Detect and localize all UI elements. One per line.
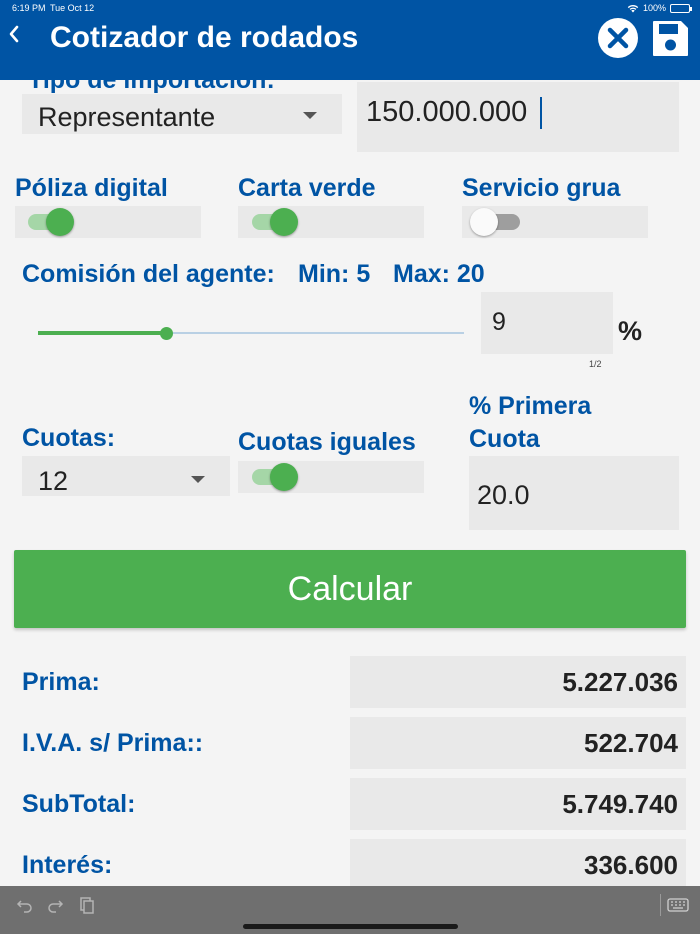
result-value-iva: 522.704 bbox=[350, 717, 686, 769]
carta-verde-toggle[interactable] bbox=[240, 206, 298, 238]
commission-min: Min: 5 bbox=[298, 260, 371, 288]
status-date: Tue Oct 12 bbox=[50, 3, 95, 13]
result-label-iva: I.V.A. s/ Prima:: bbox=[22, 729, 204, 757]
slider-fill bbox=[38, 331, 166, 335]
commission-slider[interactable] bbox=[38, 327, 464, 340]
toggle-label-grua: Servicio grua bbox=[462, 174, 621, 202]
toolbar-divider bbox=[660, 894, 661, 916]
text-cursor bbox=[540, 97, 542, 129]
commission-label: Comisión del agente: bbox=[22, 260, 275, 288]
battery-icon bbox=[670, 3, 692, 13]
chevron-down-icon bbox=[303, 112, 317, 119]
chevron-left-icon bbox=[9, 25, 19, 43]
slider-track bbox=[38, 332, 464, 334]
installments-label: Cuotas: bbox=[22, 424, 116, 452]
nav-bar: Cotizador de rodados bbox=[0, 16, 700, 80]
toggle-label-carta: Carta verde bbox=[238, 174, 376, 202]
toggle-label-poliza: Póliza digital bbox=[15, 174, 168, 202]
poliza-digital-toggle[interactable] bbox=[16, 206, 74, 238]
home-indicator[interactable] bbox=[243, 924, 458, 929]
equal-installments-toggle[interactable] bbox=[240, 461, 298, 493]
undo-icon[interactable] bbox=[16, 896, 34, 919]
quote-form: Tipo de importación: Representante 150.0… bbox=[0, 80, 700, 886]
first-installment-value: 20.0 bbox=[477, 480, 530, 510]
battery-percent: 100% bbox=[642, 3, 666, 13]
result-label-subtotal: SubTotal: bbox=[22, 790, 136, 818]
result-label-interes: Interés: bbox=[22, 851, 113, 879]
commission-max: Max: 20 bbox=[393, 260, 485, 288]
wifi-icon bbox=[627, 4, 639, 12]
amount-value: 150.000.000 bbox=[366, 96, 528, 128]
import-type-select[interactable] bbox=[22, 94, 342, 134]
status-right: 100% bbox=[627, 3, 692, 13]
commission-value: 9 bbox=[492, 308, 506, 336]
status-time: 6:19 PM bbox=[12, 3, 46, 13]
calculate-button[interactable]: Calcular bbox=[14, 550, 686, 628]
result-value-subtotal: 5.749.740 bbox=[350, 778, 686, 830]
first-installment-input[interactable] bbox=[469, 456, 679, 530]
result-value-prima: 5.227.036 bbox=[350, 656, 686, 708]
servicio-grua-toggle[interactable] bbox=[466, 206, 524, 238]
close-icon bbox=[607, 27, 629, 49]
percent-unit: % bbox=[618, 316, 643, 346]
commission-input[interactable] bbox=[481, 292, 613, 354]
import-type-value: Representante bbox=[38, 102, 216, 132]
status-bar: 6:19 PM Tue Oct 12 100% bbox=[0, 0, 700, 16]
result-label-prima: Prima: bbox=[22, 668, 100, 696]
keyboard-toolbar bbox=[0, 886, 700, 934]
slider-thumb[interactable] bbox=[159, 327, 173, 340]
chevron-down-icon bbox=[191, 476, 205, 483]
floppy-disk-icon bbox=[653, 21, 688, 56]
save-button[interactable] bbox=[650, 18, 690, 58]
paste-icon[interactable] bbox=[77, 896, 95, 919]
keyboard-icon[interactable] bbox=[667, 896, 689, 919]
import-type-label: Tipo de importación: bbox=[28, 80, 275, 94]
first-installment-label-1: % Primera bbox=[469, 392, 592, 420]
installments-value: 12 bbox=[38, 466, 69, 496]
keyboard-page-hint: 1/2 bbox=[589, 359, 602, 369]
page-title: Cotizador de rodados bbox=[50, 21, 359, 54]
result-value-interes: 336.600 bbox=[350, 839, 686, 886]
equal-installments-label: Cuotas iguales bbox=[238, 428, 416, 456]
amount-input[interactable] bbox=[357, 82, 679, 152]
redo-icon[interactable] bbox=[46, 896, 64, 919]
back-button[interactable] bbox=[8, 24, 20, 49]
first-installment-label-2: Cuota bbox=[469, 425, 540, 453]
close-button[interactable] bbox=[598, 18, 638, 58]
